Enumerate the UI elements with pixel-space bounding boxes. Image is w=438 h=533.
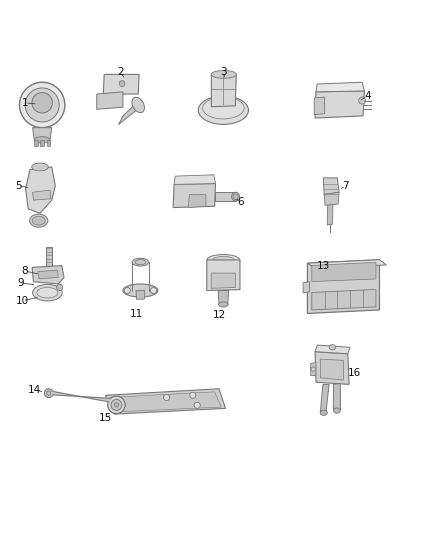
Polygon shape [211, 273, 236, 288]
Polygon shape [46, 247, 52, 268]
Polygon shape [119, 101, 139, 125]
Ellipse shape [198, 96, 248, 124]
Ellipse shape [190, 392, 196, 398]
Text: 15: 15 [99, 414, 112, 423]
Polygon shape [315, 345, 350, 354]
Polygon shape [103, 75, 139, 94]
Polygon shape [32, 190, 51, 200]
Polygon shape [174, 175, 215, 184]
Ellipse shape [333, 408, 340, 413]
Polygon shape [303, 282, 310, 293]
Ellipse shape [57, 285, 63, 290]
Text: 4: 4 [364, 91, 371, 101]
Ellipse shape [37, 287, 58, 298]
Ellipse shape [135, 260, 146, 265]
Ellipse shape [119, 80, 125, 86]
Text: 7: 7 [343, 181, 349, 191]
Ellipse shape [32, 163, 48, 171]
Ellipse shape [32, 216, 45, 225]
Polygon shape [320, 384, 329, 413]
Ellipse shape [19, 82, 65, 128]
Ellipse shape [233, 194, 238, 199]
Polygon shape [324, 192, 339, 205]
Ellipse shape [232, 192, 240, 201]
Polygon shape [32, 128, 52, 140]
Ellipse shape [320, 410, 327, 415]
Polygon shape [327, 204, 333, 225]
Text: 10: 10 [16, 296, 29, 305]
Text: 9: 9 [17, 278, 24, 288]
Ellipse shape [32, 93, 53, 113]
Text: 14: 14 [28, 385, 41, 394]
Polygon shape [312, 289, 376, 310]
Ellipse shape [359, 97, 366, 104]
Ellipse shape [111, 399, 122, 410]
Bar [34, 140, 38, 146]
Bar [46, 140, 50, 146]
Polygon shape [215, 192, 236, 201]
Polygon shape [110, 392, 221, 412]
Text: 2: 2 [117, 67, 124, 77]
Text: 13: 13 [317, 261, 330, 271]
Ellipse shape [311, 367, 315, 372]
Ellipse shape [203, 97, 244, 119]
Text: 16: 16 [348, 368, 361, 378]
Ellipse shape [29, 214, 48, 227]
Bar [40, 140, 44, 146]
Polygon shape [136, 290, 145, 299]
Ellipse shape [32, 285, 62, 301]
Text: 8: 8 [21, 266, 28, 276]
Polygon shape [316, 82, 364, 92]
Ellipse shape [211, 70, 237, 78]
Ellipse shape [163, 394, 170, 400]
Polygon shape [212, 74, 236, 107]
Ellipse shape [46, 391, 51, 395]
Polygon shape [32, 265, 64, 284]
Ellipse shape [329, 345, 336, 350]
Ellipse shape [212, 256, 234, 263]
Polygon shape [311, 362, 316, 376]
Ellipse shape [207, 254, 240, 265]
Polygon shape [52, 391, 111, 402]
Polygon shape [333, 384, 340, 410]
Polygon shape [173, 183, 215, 207]
Polygon shape [97, 92, 123, 109]
Ellipse shape [123, 284, 158, 297]
Polygon shape [106, 389, 226, 414]
Polygon shape [315, 91, 364, 118]
Ellipse shape [25, 88, 59, 122]
Ellipse shape [150, 287, 156, 294]
Polygon shape [207, 260, 240, 290]
Ellipse shape [132, 258, 149, 266]
Polygon shape [315, 352, 349, 384]
Ellipse shape [108, 396, 125, 414]
Text: 3: 3 [220, 67, 227, 77]
Polygon shape [314, 97, 325, 115]
Polygon shape [312, 262, 376, 281]
Ellipse shape [124, 287, 131, 294]
Text: 1: 1 [21, 98, 28, 108]
Ellipse shape [132, 97, 145, 112]
Text: 5: 5 [15, 181, 21, 191]
Polygon shape [218, 290, 229, 304]
Ellipse shape [114, 403, 119, 407]
Polygon shape [307, 260, 379, 313]
Ellipse shape [34, 136, 50, 143]
Text: 6: 6 [237, 197, 244, 207]
Polygon shape [38, 270, 58, 279]
Polygon shape [25, 167, 55, 213]
Text: 12: 12 [212, 310, 226, 319]
Polygon shape [320, 359, 343, 380]
Polygon shape [188, 195, 206, 207]
Ellipse shape [219, 302, 228, 307]
Polygon shape [307, 260, 386, 268]
Polygon shape [323, 178, 339, 195]
Text: 11: 11 [129, 309, 143, 319]
Ellipse shape [44, 389, 53, 398]
Ellipse shape [194, 402, 200, 408]
